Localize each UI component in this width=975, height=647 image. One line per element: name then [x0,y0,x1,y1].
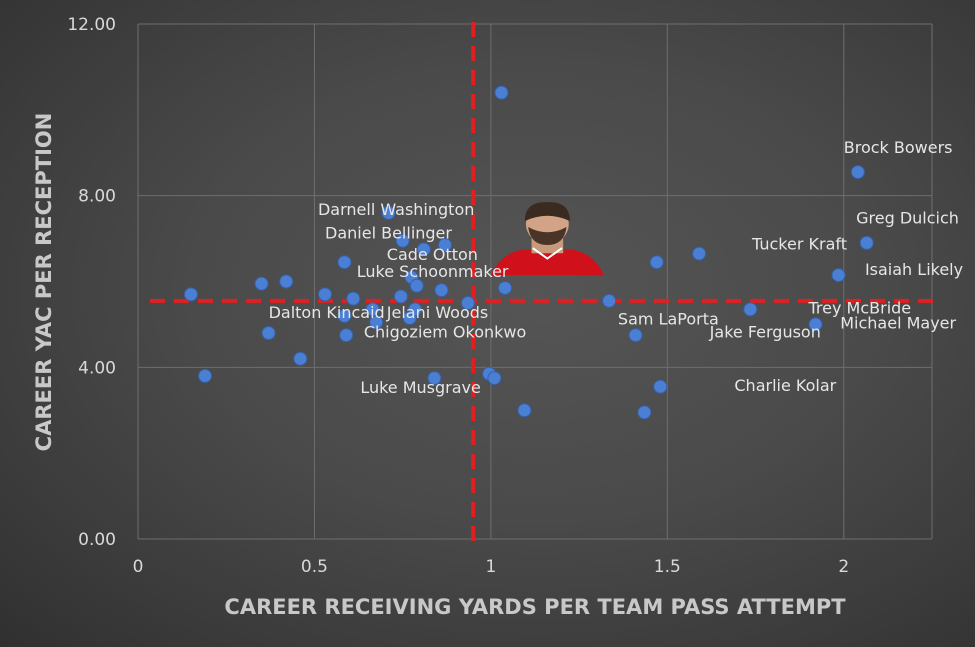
data-point [408,302,423,317]
data-point [416,242,431,257]
data-point [637,405,652,420]
data-point [183,287,198,302]
data-point [460,295,475,310]
y-tick-label: 4.00 [78,358,116,378]
point-label: Sam LaPorta [618,309,719,328]
data-points [183,85,874,420]
data-point [254,276,269,291]
gridlines [137,23,933,540]
x-tick-label: 1 [485,557,496,577]
jersey-shape [490,249,604,276]
y-axis-title: CAREER YAC PER RECEPTION [32,113,56,452]
data-point [498,280,513,295]
x-tick-label: 2 [838,557,849,577]
point-label: Isaiah Likely [865,260,963,279]
point-label: Darnell Washington [318,200,474,219]
data-point [427,371,442,386]
point-label: Daniel Bellinger [325,224,452,243]
beard-shape [528,226,567,246]
point-label: Luke Musgrave [360,378,481,397]
axis-ticks: 0 0.5 1 1.5 2 0.00 4.00 8.00 12.00 [67,15,849,577]
y-tick-label: 8.00 [78,187,116,207]
data-point [808,317,823,332]
data-point [487,371,502,386]
data-point [692,246,707,261]
data-point [261,326,276,340]
x-tick-label: 0 [133,557,144,577]
y-tick-label: 12.00 [67,15,116,35]
point-labels: Brock Bowers Greg Dulcich Isaiah Likely Mic… [269,138,964,397]
data-point [293,351,308,366]
data-point [337,255,352,270]
point-label: Charlie Kolar [734,376,836,395]
data-point [346,291,361,306]
point-label: Jake Ferguson [709,322,821,341]
point-label: Michael Mayer [840,314,956,333]
data-point [628,328,643,343]
point-label: Trey McBride [807,299,911,318]
data-point [743,302,758,317]
data-point [850,165,865,180]
reference-lines [150,22,934,543]
data-point [653,379,668,394]
data-point [339,328,354,343]
point-label: Brock Bowers [844,138,953,157]
x-tick-label: 0.5 [301,557,328,577]
x-axis-title: CAREER RECEIVING YARDS PER TEAM PASS ATT… [224,595,846,619]
point-label: Cade Otton [387,245,478,264]
point-label: Chigoziem Okonkwo [364,322,526,341]
point-label: Jelani Woods [386,303,488,322]
player-photo [490,202,604,276]
y-tick-label: 0.00 [78,530,116,550]
data-point [409,278,424,293]
x-tick-label: 1.5 [654,557,681,577]
data-point [381,205,396,220]
data-point [365,302,380,317]
data-point [434,283,449,298]
data-point [517,403,532,418]
data-point [438,238,453,253]
data-point [649,255,664,270]
data-point [859,235,874,250]
data-point [279,274,294,289]
point-label: Dalton Kincaid [269,303,385,322]
hair-shape [524,202,570,221]
data-point [337,308,352,323]
point-label: Greg Dulcich [856,209,959,228]
data-point [494,85,509,100]
jersey-collar [532,247,563,260]
data-point [831,268,846,283]
data-point [369,315,384,330]
data-point [393,289,408,304]
data-point [395,233,410,248]
point-label: Tucker Kraft [751,234,847,253]
data-point [198,368,213,383]
data-point [318,287,333,302]
data-point [602,293,617,308]
point-label: Luke Schoonmaker [357,262,509,281]
